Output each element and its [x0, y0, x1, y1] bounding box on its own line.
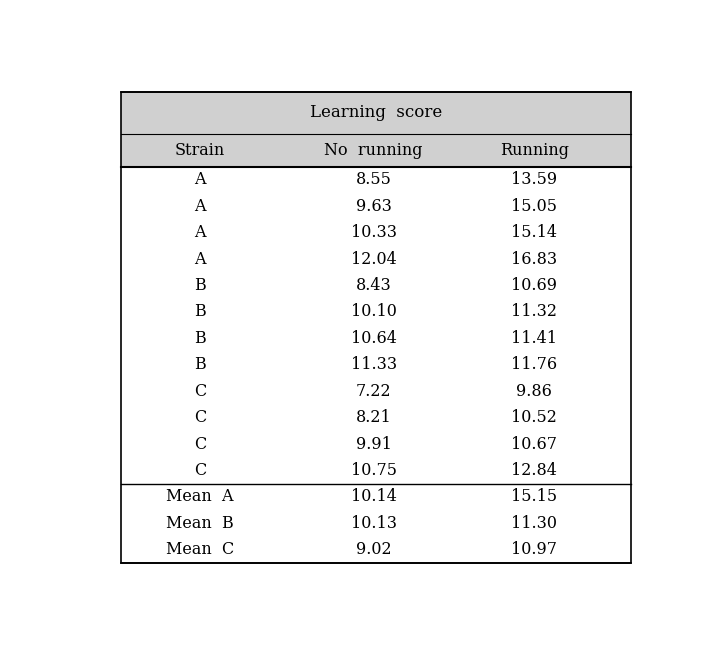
Text: 11.32: 11.32 [511, 304, 557, 321]
Bar [121, 431, 631, 457]
Text: 15.15: 15.15 [511, 488, 557, 506]
Text: 10.14: 10.14 [351, 488, 396, 506]
Text: Learning  score: Learning score [310, 104, 442, 121]
Bar [121, 378, 631, 405]
Text: A: A [194, 198, 206, 214]
Text: 9.86: 9.86 [516, 383, 552, 400]
Text: C: C [194, 436, 206, 453]
Bar [121, 352, 631, 378]
Text: 9.91: 9.91 [356, 436, 392, 453]
Text: No  running: No running [325, 142, 423, 158]
Text: 9.02: 9.02 [356, 541, 391, 558]
Text: B: B [194, 356, 206, 374]
Text: C: C [194, 383, 206, 400]
Text: 10.69: 10.69 [511, 277, 557, 294]
Text: 12.04: 12.04 [351, 251, 396, 267]
Bar [121, 246, 631, 273]
Bar [121, 273, 631, 299]
Bar [121, 457, 631, 484]
Text: 10.10: 10.10 [351, 304, 396, 321]
Text: 10.13: 10.13 [351, 515, 397, 532]
Text: 7.22: 7.22 [356, 383, 391, 400]
Bar [121, 537, 631, 563]
Text: 10.97: 10.97 [511, 541, 557, 558]
Text: 12.84: 12.84 [511, 462, 557, 479]
Text: 10.64: 10.64 [351, 330, 396, 347]
Bar [121, 166, 631, 193]
Text: 15.14: 15.14 [511, 224, 557, 241]
Text: 10.33: 10.33 [351, 224, 397, 241]
Text: A: A [194, 172, 206, 188]
Text: C: C [194, 462, 206, 479]
Text: 9.63: 9.63 [356, 198, 392, 214]
Text: B: B [194, 304, 206, 321]
Text: A: A [194, 251, 206, 267]
Text: 10.75: 10.75 [351, 462, 397, 479]
Text: C: C [194, 409, 206, 426]
Text: Running: Running [500, 142, 569, 158]
Text: 8.55: 8.55 [356, 172, 392, 188]
Text: 11.76: 11.76 [511, 356, 557, 374]
Text: 10.67: 10.67 [511, 436, 557, 453]
Text: B: B [194, 330, 206, 347]
Text: A: A [194, 224, 206, 241]
Text: 11.41: 11.41 [511, 330, 557, 347]
Bar [121, 193, 631, 220]
Text: 15.05: 15.05 [511, 198, 557, 214]
Text: B: B [194, 277, 206, 294]
Bar [121, 510, 631, 537]
Bar [121, 405, 631, 431]
Bar [121, 92, 631, 133]
Text: Mean  C: Mean C [166, 541, 234, 558]
Bar [121, 325, 631, 352]
Text: 11.33: 11.33 [351, 356, 397, 374]
Text: 8.21: 8.21 [356, 409, 391, 426]
Text: 10.52: 10.52 [511, 409, 557, 426]
Text: 16.83: 16.83 [511, 251, 557, 267]
Bar [121, 299, 631, 325]
Bar [121, 484, 631, 510]
Text: 13.59: 13.59 [511, 172, 557, 188]
Bar [121, 220, 631, 246]
Text: 11.30: 11.30 [511, 515, 557, 532]
Bar [121, 133, 631, 166]
Text: 8.43: 8.43 [356, 277, 391, 294]
Text: Mean  A: Mean A [166, 488, 234, 506]
Text: Strain: Strain [175, 142, 226, 158]
Text: Mean  B: Mean B [166, 515, 234, 532]
